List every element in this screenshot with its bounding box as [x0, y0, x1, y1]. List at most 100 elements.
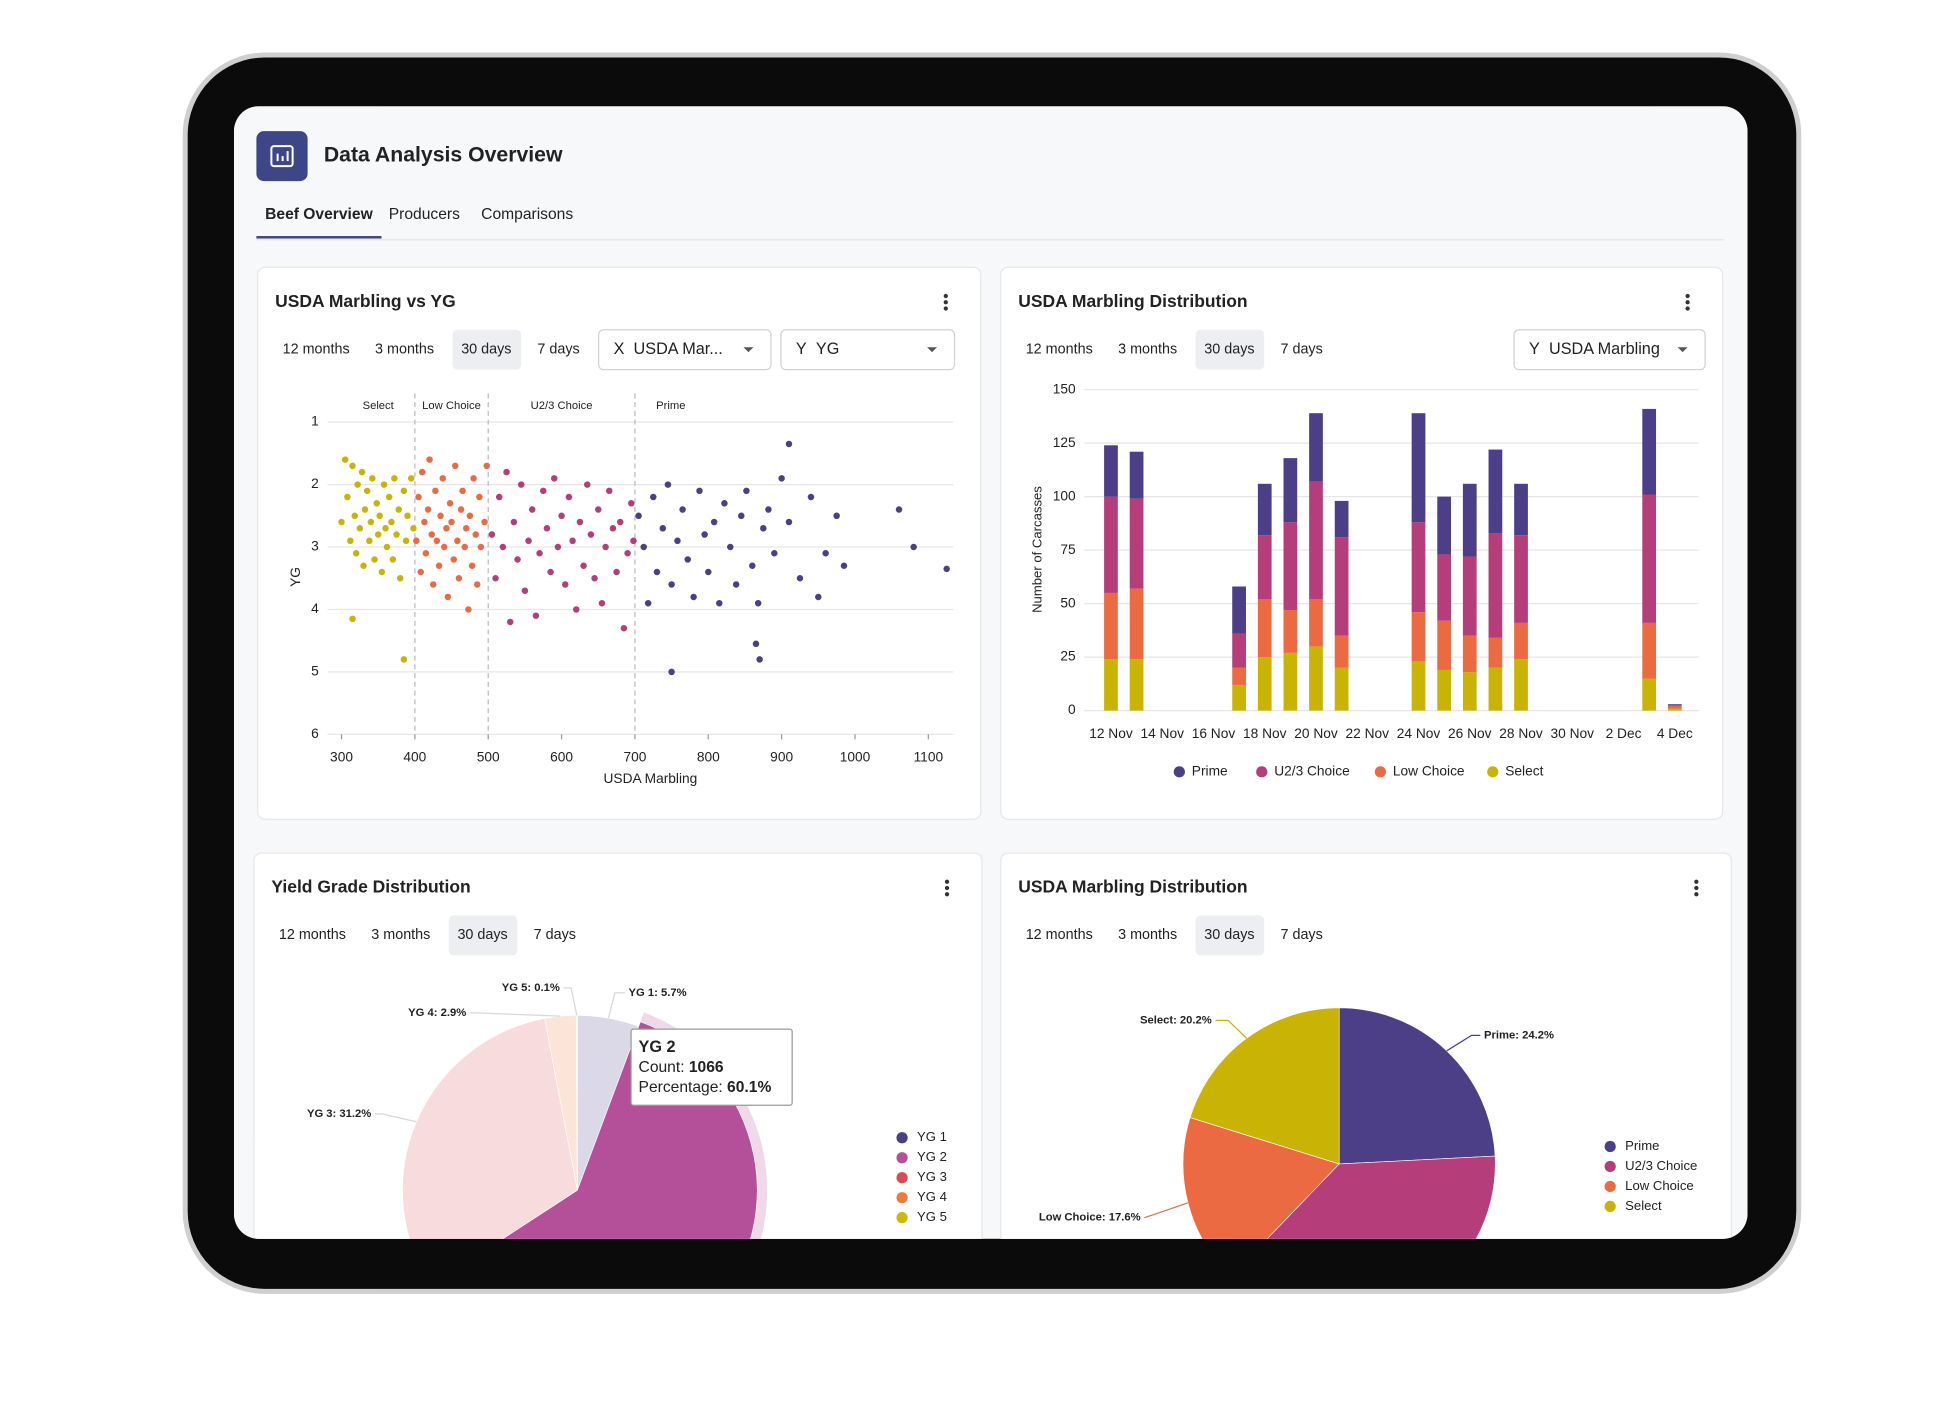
range-button[interactable]: 12 months	[1026, 927, 1093, 943]
more-menu[interactable]	[943, 300, 948, 305]
bar-segment	[1437, 496, 1452, 555]
range-button[interactable]: 7 days	[537, 341, 579, 357]
scatter-point	[528, 506, 536, 513]
range-button[interactable]: 7 days	[1280, 927, 1322, 943]
pie-leader	[607, 992, 625, 1019]
bar-segment	[1642, 408, 1657, 495]
range-button[interactable]: 7 days	[534, 927, 576, 943]
tab[interactable]: Beef Overview	[265, 206, 373, 223]
scatter-point	[576, 518, 584, 526]
scatter-point	[716, 599, 723, 607]
legend-swatch	[1604, 1160, 1616, 1173]
scatter-point	[833, 512, 840, 520]
scatter-point	[499, 543, 507, 551]
select-box[interactable]	[780, 329, 956, 371]
bar-segment	[1488, 449, 1503, 534]
scatter-point	[756, 656, 763, 663]
range-button[interactable]: 12 months	[279, 927, 346, 943]
scatter-point	[363, 487, 371, 495]
x-tick-label: 18 Nov	[1243, 726, 1287, 741]
scatter-point	[356, 525, 364, 532]
more-menu[interactable]	[943, 293, 948, 299]
legend-label: Prime	[1625, 1138, 1659, 1153]
scatter-point	[503, 468, 510, 476]
scatter-point	[344, 493, 351, 501]
legend-swatch	[1173, 766, 1185, 778]
more-menu[interactable]	[1694, 879, 1699, 884]
bar-segment	[1257, 535, 1272, 600]
y-tick-label: 3	[311, 539, 319, 554]
select-box[interactable]	[597, 329, 772, 371]
bar-segment	[1411, 661, 1426, 711]
scatter-point	[352, 550, 360, 557]
x-tick-label: 1100	[914, 750, 944, 765]
scatter-point	[440, 543, 448, 551]
bar-segment	[1309, 646, 1323, 711]
range-button[interactable]: 3 months	[1118, 927, 1177, 943]
more-menu[interactable]	[944, 885, 950, 891]
scatter-point	[635, 512, 642, 520]
range-button[interactable]: 30 days	[457, 927, 507, 943]
pie-label: YG 5: 0.1%	[502, 982, 560, 994]
bar-segment	[1283, 522, 1298, 611]
more-menu[interactable]	[944, 892, 950, 897]
more-menu[interactable]	[944, 879, 950, 884]
more-menu[interactable]	[1694, 885, 1699, 891]
scatter-point	[815, 593, 822, 601]
select-caret	[1677, 347, 1688, 353]
bar-segment	[1104, 445, 1118, 497]
more-menu[interactable]	[1694, 892, 1699, 897]
scatter-point	[710, 518, 718, 526]
bar-segment	[1257, 483, 1272, 536]
x-tick-label: 30 Nov	[1551, 726, 1595, 741]
bar-segment	[1411, 612, 1426, 662]
scatter-point	[778, 475, 785, 482]
y-tick-label: 25	[1060, 649, 1076, 664]
x-tick-label: 24 Nov	[1397, 726, 1441, 741]
scatter-point	[727, 543, 734, 551]
scatter-point	[461, 543, 468, 551]
more-menu[interactable]	[1685, 306, 1690, 311]
card-title: USDA Marbling vs YG	[275, 291, 456, 311]
bar-segment	[1514, 535, 1528, 623]
range-button[interactable]: 7 days	[1280, 341, 1322, 357]
range-button[interactable]: 3 months	[375, 341, 434, 357]
range-button[interactable]: 12 months	[283, 341, 350, 357]
scatter-point	[455, 574, 463, 582]
more-menu[interactable]	[1685, 293, 1690, 299]
legend-swatch	[1374, 766, 1387, 778]
y-tick-label: 75	[1060, 542, 1076, 557]
scatter-point	[572, 606, 580, 613]
tab[interactable]: Producers	[389, 206, 460, 223]
scatter-point	[341, 456, 349, 463]
bar-segment	[1129, 588, 1144, 660]
scatter-point	[705, 568, 712, 576]
bar-segment	[1462, 483, 1477, 557]
range-button[interactable]: 12 months	[1026, 341, 1093, 357]
scatter-point	[448, 518, 455, 526]
tab[interactable]: Comparisons	[481, 206, 573, 223]
scatter-point	[668, 668, 675, 676]
select-box[interactable]	[1513, 329, 1706, 371]
scatter-point	[371, 556, 378, 563]
range-button[interactable]: 3 months	[1118, 341, 1177, 357]
more-menu[interactable]	[943, 306, 948, 311]
range-button[interactable]: 3 months	[371, 927, 430, 943]
range-button[interactable]: 30 days	[461, 341, 511, 357]
scatter-point	[470, 475, 477, 482]
range-button[interactable]: 30 days	[1204, 341, 1254, 357]
scatter-point	[550, 475, 558, 482]
x-tick-label: 22 Nov	[1346, 726, 1390, 741]
scatter-point	[451, 462, 459, 470]
more-menu[interactable]	[1685, 300, 1690, 305]
scatter-point	[796, 574, 804, 582]
bar-segment	[1104, 592, 1118, 660]
scatter-point	[369, 475, 376, 482]
range-button[interactable]: 30 days	[1204, 927, 1254, 943]
scatter-point	[521, 587, 529, 594]
x-tick-label: 12 Nov	[1089, 726, 1133, 741]
bar-segment	[1488, 667, 1503, 711]
card-title: USDA Marbling Distribution	[1018, 877, 1247, 897]
bar-segment	[1488, 637, 1503, 668]
select-value: USDA Mar...	[634, 340, 723, 358]
